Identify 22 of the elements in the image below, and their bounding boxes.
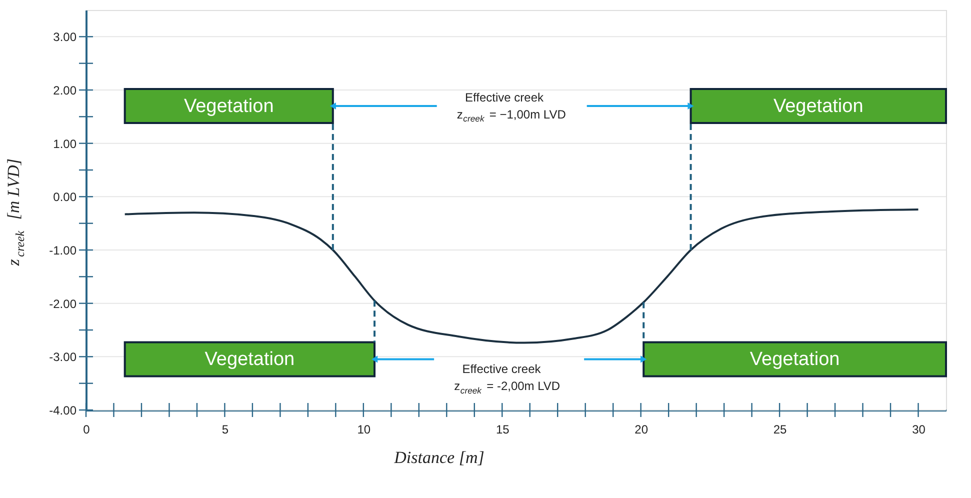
y-tick-label: -2.00	[49, 296, 77, 311]
line-series	[124, 208, 920, 344]
y-tick-label: 0.00	[53, 190, 77, 204]
band-label: Vegetation	[750, 349, 840, 370]
x-tick-label: 20	[634, 422, 648, 436]
x-tick-label: 15	[496, 422, 510, 436]
band-label: Vegetation	[773, 96, 864, 117]
y-tick-label: 2.00	[53, 84, 77, 98]
band-label: Vegetation	[204, 349, 295, 370]
y-tick-label: -1.00	[49, 244, 77, 258]
y-tick-label: 3.00	[53, 30, 77, 44]
x-tick-label: 5	[222, 422, 229, 436]
x-axis-title: Distance [m]	[393, 448, 484, 467]
x-tick-label: 30	[912, 422, 926, 436]
band-label: Vegetation	[184, 96, 274, 117]
y-axis-title: zcreek [m LVD]	[4, 158, 27, 267]
x-tick-label: 0	[83, 422, 90, 436]
y-tick-label: -3.00	[49, 350, 77, 364]
x-tick-label: 10	[357, 422, 371, 436]
y-tick-label: 1.00	[53, 136, 77, 151]
x-tick-label: 25	[773, 422, 788, 436]
y-tick-label: -4.00	[49, 404, 77, 418]
